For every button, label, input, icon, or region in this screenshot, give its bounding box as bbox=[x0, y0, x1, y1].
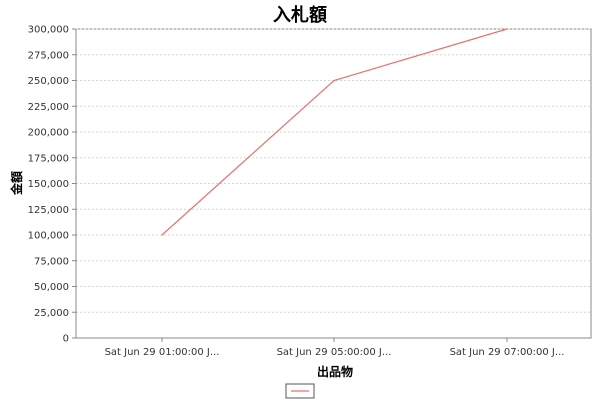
y-axis-label: 金額 bbox=[9, 171, 24, 196]
data-point-1-2 bbox=[506, 28, 508, 30]
chart-title: 入札額 bbox=[273, 4, 327, 26]
x-tick-label-1: Sat Jun 29 05:00:00 J... bbox=[277, 347, 392, 358]
data-point-1-0 bbox=[161, 234, 163, 236]
y-axis-ticks: 0 25,000 50,000 75,000 100,000 125,000 150,000… bbox=[28, 25, 76, 345]
y-tick-label-7: 175,000 bbox=[28, 153, 69, 164]
y-tick-label-1: 25,000 bbox=[34, 308, 69, 319]
x-axis-label: 出品物 bbox=[317, 364, 353, 379]
series-layer bbox=[161, 28, 508, 236]
y-tick-label-9: 225,000 bbox=[28, 102, 69, 113]
y-tick-label-8: 200,000 bbox=[28, 128, 69, 139]
y-tick-label-4: 100,000 bbox=[28, 231, 69, 242]
y-tick-label-12: 300,000 bbox=[28, 25, 69, 36]
x-tick-label-0: Sat Jun 29 01:00:00 J... bbox=[105, 347, 220, 358]
x-tick-label-2: Sat Jun 29 07:00:00 J... bbox=[450, 347, 565, 358]
y-tick-label-11: 275,000 bbox=[28, 50, 69, 61]
y-tick-label-0: 0 bbox=[63, 334, 69, 345]
y-tick-label-10: 250,000 bbox=[28, 76, 69, 87]
y-tick-label-5: 125,000 bbox=[28, 205, 69, 216]
x-axis-ticks: Sat Jun 29 01:00:00 J... Sat Jun 29 05:00… bbox=[105, 338, 565, 358]
data-point-1-1 bbox=[333, 79, 335, 82]
legend bbox=[285, 383, 315, 399]
y-tick-label-2: 50,000 bbox=[34, 282, 69, 293]
y-tick-label-6: 150,000 bbox=[28, 179, 69, 190]
y-tick-label-3: 75,000 bbox=[34, 256, 69, 267]
